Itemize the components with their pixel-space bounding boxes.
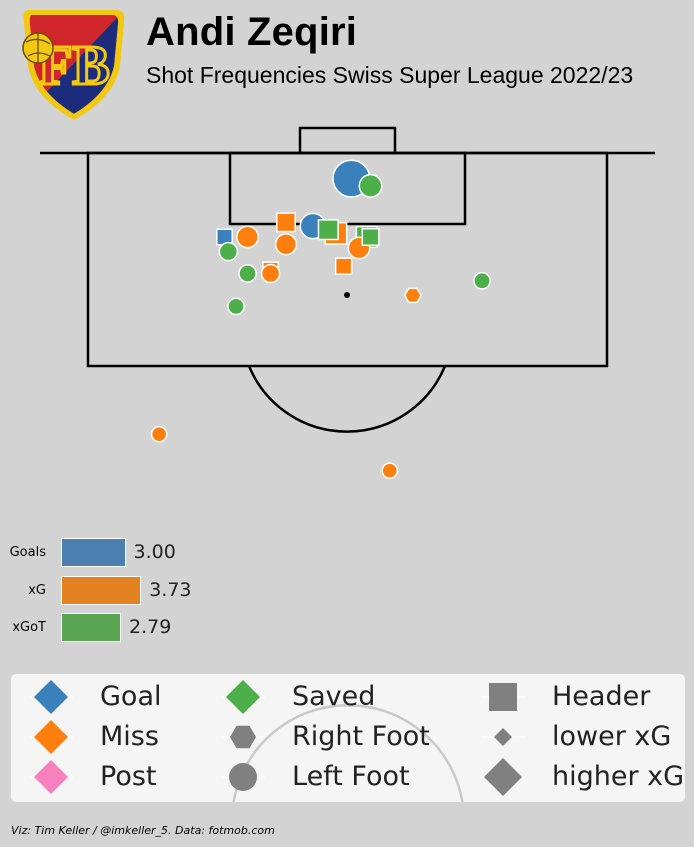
legend-shape [34, 720, 68, 754]
legend-decor [232, 703, 464, 802]
stat-bar-xg [61, 576, 142, 605]
shots-layer [150, 159, 491, 479]
shot-marker-miss [381, 462, 399, 479]
chart-subtitle: Shot Frequencies Swiss Super League 2022… [146, 62, 634, 88]
legend-shape [484, 758, 522, 796]
legend-label: Right Foot [292, 721, 430, 752]
legend-marker-diamond-icon [29, 760, 73, 794]
pitch-lines [40, 126, 655, 433]
stat-label-goals: Goals [9, 545, 46, 560]
shot-marker-saved [473, 271, 491, 290]
legend-marker-square-icon [481, 683, 525, 711]
stat-label-xgot: xGoT [12, 620, 46, 635]
shot-marker-saved [361, 227, 380, 247]
legend-label: Post [100, 761, 157, 792]
legend-label: lower xG [552, 721, 672, 752]
legend-marker-diamond-icon [221, 680, 265, 714]
legend: Goal Miss Post Saved Right Foot Left Foot Head… [11, 674, 685, 802]
legend-marker-diamond-icon [29, 680, 73, 714]
shot-marker-miss [236, 225, 260, 249]
shot-marker-miss [403, 287, 422, 304]
shot-marker-miss [276, 212, 296, 233]
goal-frame [298, 126, 397, 155]
stat-value-goals: 3.00 [133, 541, 176, 563]
shot-marker-miss [274, 233, 298, 256]
legend-shape [489, 683, 517, 711]
six-yard-box [228, 151, 467, 226]
legend-marker-hexagon-icon [221, 725, 265, 749]
legend-label: higher xG [552, 761, 685, 792]
legend-shape [226, 680, 260, 714]
legend-label: Goal [100, 681, 162, 712]
shot-marker-miss [260, 263, 281, 284]
shot-marker-saved [218, 241, 239, 262]
shot-marker-miss [334, 257, 353, 275]
club-crest-logo: FB [22, 10, 125, 120]
legend-label: Left Foot [292, 761, 410, 792]
stat-bar-xgot [61, 613, 121, 642]
shot-marker-saved [358, 173, 383, 198]
footer-credit: Viz: Tim Keller / @imkeller_5. Data: fot… [11, 824, 275, 837]
penalty-arc [247, 365, 447, 433]
legend-shape [34, 680, 68, 714]
shot-marker-saved [317, 219, 339, 241]
shot-marker-saved [227, 297, 245, 316]
legend-marker-large-diamond-icon [481, 758, 525, 796]
legend-shape [230, 725, 256, 749]
stat-label-xg: xG [28, 583, 46, 598]
legend-marker-diamond-icon [29, 720, 73, 754]
legend-shape [229, 763, 257, 791]
shot-marker-saved [238, 264, 257, 283]
legend-marker-circle-icon [221, 763, 265, 791]
legend-shape [34, 760, 68, 794]
legend-label: Miss [100, 721, 159, 752]
legend-marker-small-diamond-icon [481, 728, 525, 746]
legend-label: Header [552, 681, 651, 712]
legend-shape [494, 728, 512, 746]
penalty-spot [344, 292, 350, 298]
stat-value-xg: 3.73 [149, 579, 192, 601]
shot-marker-miss [150, 425, 168, 443]
stat-bar-goals [61, 538, 126, 567]
player-title: Andi Zeqiri [146, 10, 358, 54]
legend-label: Saved [292, 681, 376, 712]
stat-value-xgot: 2.79 [128, 616, 172, 638]
